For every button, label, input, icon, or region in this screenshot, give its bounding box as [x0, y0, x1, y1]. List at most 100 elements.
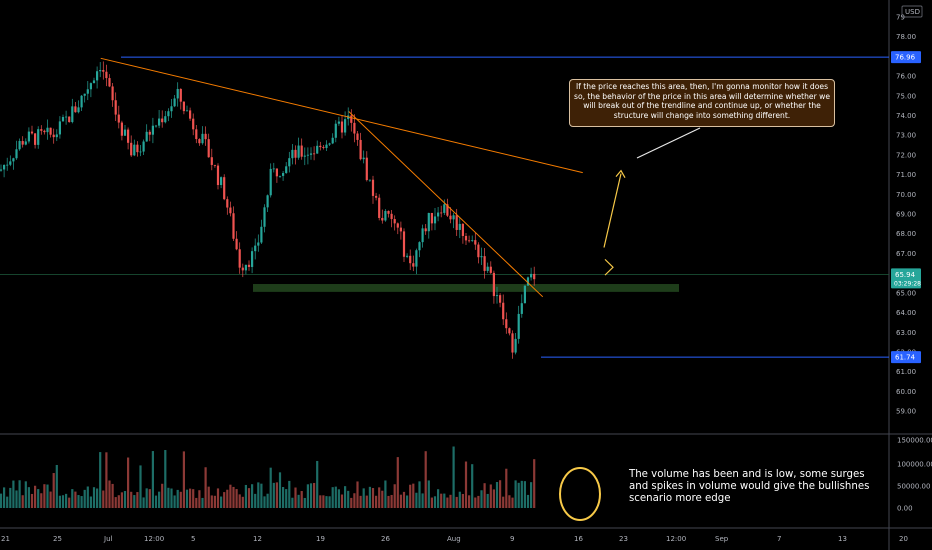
- volume-bar: [83, 489, 86, 508]
- volume-bar: [520, 480, 523, 508]
- volume-bar: [27, 487, 30, 508]
- candle-body: [133, 144, 136, 156]
- candle-body: [251, 251, 254, 267]
- y-tick-label: 59.00: [896, 408, 916, 416]
- candle-body: [207, 139, 210, 158]
- candle-body: [294, 149, 297, 158]
- volume-bar: [508, 495, 511, 508]
- volume-bar: [105, 452, 108, 508]
- volume-bar: [353, 493, 356, 508]
- x-tick-label: 21: [1, 535, 10, 543]
- candle-body: [136, 144, 139, 153]
- candle-body: [387, 210, 390, 214]
- candle-body: [263, 207, 266, 227]
- y-tick-label: 79: [896, 13, 905, 21]
- volume-bar: [145, 488, 148, 508]
- volume-bar: [399, 494, 402, 508]
- volume-bar: [229, 484, 232, 508]
- volume-bar: [331, 487, 334, 508]
- candle-body: [502, 302, 505, 320]
- candle-body: [464, 235, 468, 241]
- candle-body: [37, 129, 40, 145]
- candle-body: [15, 149, 18, 159]
- volume-bar: [313, 482, 316, 508]
- candle-body: [378, 197, 381, 218]
- volume-bar: [489, 484, 492, 508]
- candle-body: [43, 130, 46, 133]
- candle-body: [30, 131, 34, 134]
- candle-body: [83, 93, 86, 96]
- volume-bar: [359, 495, 362, 508]
- volume-bar: [266, 493, 269, 508]
- volume-bar: [204, 467, 207, 508]
- candle-body: [111, 86, 114, 101]
- volume-bar: [322, 495, 325, 508]
- y-tick-label: 60.00: [896, 388, 916, 396]
- candle-body: [325, 144, 328, 149]
- volume-bar: [170, 488, 173, 508]
- volume-bar: [71, 489, 74, 508]
- volume-bar: [328, 496, 331, 508]
- candle-body: [3, 164, 6, 170]
- volume-bar: [306, 484, 309, 508]
- volume-bar: [371, 488, 375, 508]
- y-tick-label: 69.00: [896, 211, 916, 219]
- volume-bar: [499, 480, 502, 508]
- volume-bar: [21, 495, 24, 508]
- candle-body: [164, 116, 167, 123]
- volume-bar: [176, 489, 179, 508]
- candle-body: [384, 210, 387, 221]
- volume-bar: [427, 480, 430, 508]
- candle-body: [89, 83, 92, 90]
- volume-tick-label: 0.00: [897, 505, 913, 513]
- candle-body: [108, 78, 111, 87]
- volume-bar: [46, 484, 49, 508]
- annotation-box[interactable]: If the price reaches this area, then, I'…: [569, 79, 835, 127]
- volume-bar: [201, 497, 204, 508]
- volume-bar: [437, 489, 440, 508]
- volume-bar: [216, 488, 220, 508]
- y-tick-label: 67.00: [896, 250, 916, 258]
- trendline: [100, 57, 583, 174]
- volume-bar: [291, 497, 294, 508]
- y-tick-label: 75.00: [896, 92, 916, 100]
- candle-body: [412, 263, 415, 267]
- candle-body: [182, 101, 185, 112]
- volume-bar: [244, 484, 247, 508]
- candle-body: [254, 245, 257, 252]
- candle-body: [86, 89, 89, 94]
- volume-bar: [502, 496, 505, 508]
- candle-body: [130, 142, 133, 156]
- candle-body: [486, 266, 489, 271]
- volume-annotation[interactable]: The volume has been and is low, some sur…: [629, 469, 879, 505]
- volume-bar: [15, 490, 18, 508]
- volume-bar: [111, 483, 114, 508]
- volume-bar: [68, 497, 71, 508]
- volume-bar: [505, 468, 508, 508]
- candle-body: [368, 179, 371, 181]
- volume-bar: [347, 490, 350, 508]
- candle-body: [468, 240, 471, 242]
- candle-body: [446, 204, 449, 216]
- volume-bar: [300, 491, 303, 508]
- candle-body: [229, 207, 232, 214]
- volume-bar: [114, 497, 117, 508]
- x-tick-label: Jul: [103, 535, 113, 543]
- volume-bar: [378, 487, 381, 508]
- volume-bar: [198, 490, 201, 508]
- candle-body: [480, 256, 483, 258]
- volume-bar: [241, 496, 244, 508]
- candle-body: [96, 71, 99, 81]
- candle-body: [337, 121, 340, 124]
- candle-body: [331, 137, 334, 144]
- y-tick-label: 70.00: [896, 191, 916, 199]
- candle-body: [275, 168, 278, 177]
- x-tick-label: 19: [316, 535, 325, 543]
- volume-bar: [375, 495, 378, 508]
- candle-body: [269, 168, 272, 196]
- volume-bar: [120, 492, 123, 508]
- candle-body: [77, 107, 80, 113]
- volume-bar: [254, 493, 257, 508]
- x-tick-label: 9: [510, 535, 514, 543]
- volume-tick-label: 100000.00: [897, 461, 932, 469]
